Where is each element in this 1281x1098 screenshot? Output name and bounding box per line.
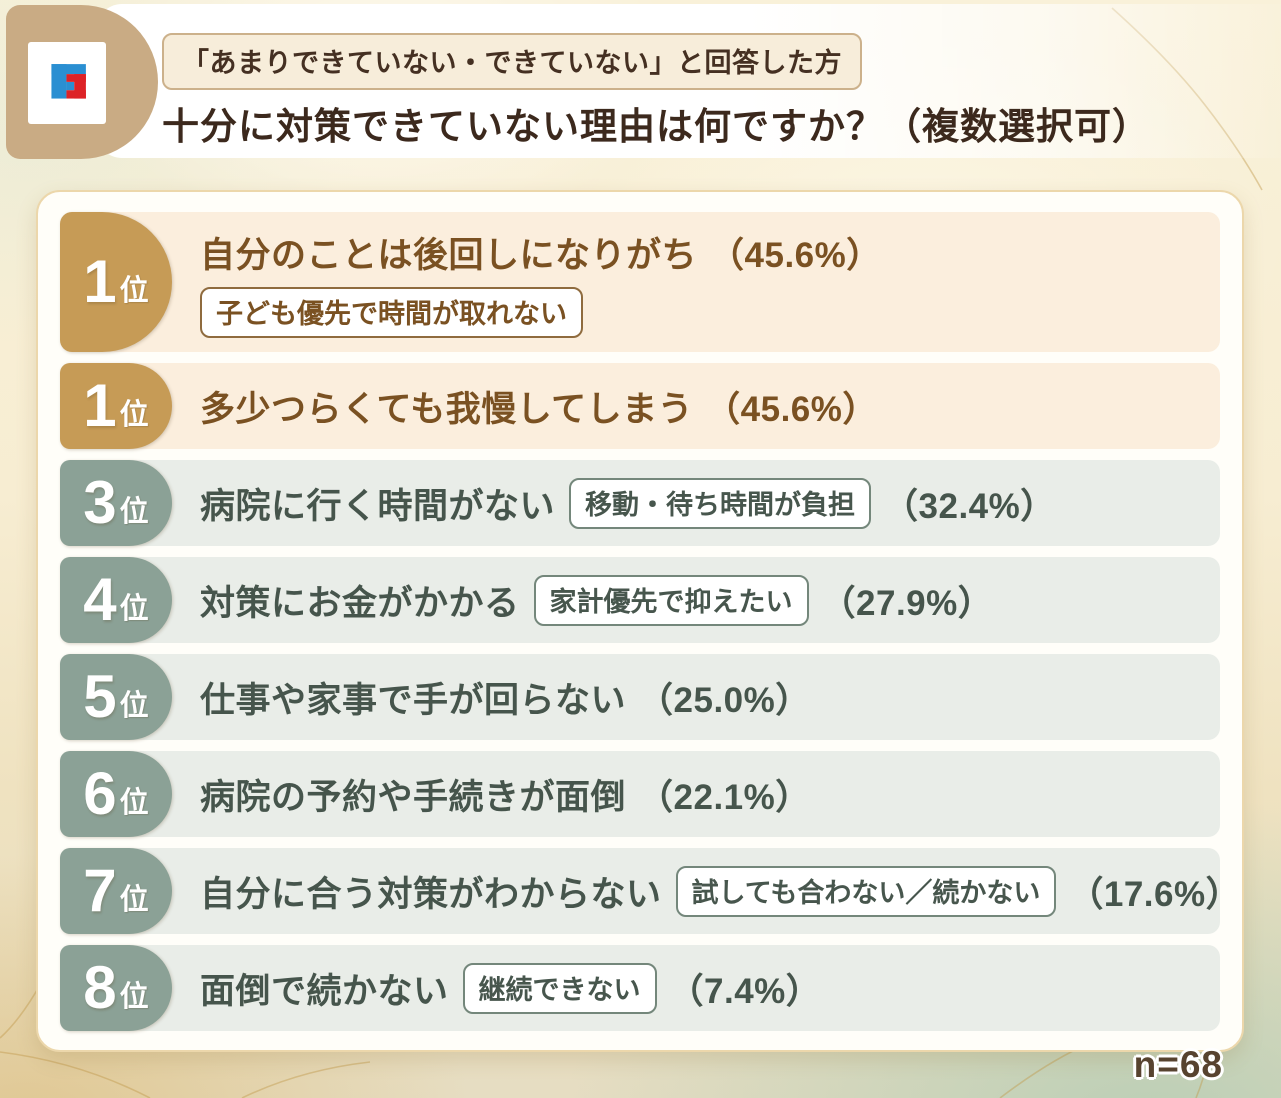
row-content: 多少つらくても我慢してしまう （45.6%） xyxy=(200,363,1220,449)
reason-tag: 継続できない xyxy=(462,962,657,1014)
rank-badge: 1 位 xyxy=(60,363,172,449)
reason-percentage: （45.6%） xyxy=(705,389,878,429)
rank-number: 1 xyxy=(83,372,117,439)
respondent-filter-badge: 「あまりできていない・できていない」と回答した方 xyxy=(162,33,862,90)
row-content: 仕事や家事で手が回らない （25.0%） xyxy=(200,654,1220,740)
rank-number: 8 xyxy=(83,954,117,1021)
row-content: 対策にお金がかかる 家計優先で抑えたい （27.9%） xyxy=(200,557,1220,643)
sample-size-label: n=68 xyxy=(1133,1044,1223,1085)
rank-number: 1 xyxy=(83,248,117,315)
reason-percentage: （7.4%） xyxy=(668,971,822,1011)
respondent-filter-text: 「あまりできていない・できていない」と回答した方 xyxy=(182,48,842,78)
brand-logo xyxy=(28,42,106,124)
reason-title: 自分のことは後回しになりがち xyxy=(200,235,698,275)
reason-percentage: （17.6%） xyxy=(1068,874,1242,914)
reason-percentage: （22.1%） xyxy=(638,777,811,817)
row-content: 自分のことは後回しになりがち （45.6%） 子ども優先で時間が取れない xyxy=(200,212,1220,352)
reason-tag: 試しても合わない／続かない xyxy=(675,865,1057,917)
ranking-row: 7 位 自分に合う対策がわからない 試しても合わない／続かない （17.6%） xyxy=(60,848,1241,934)
rank-suffix-label: 位 xyxy=(119,689,149,722)
row-main-line: 仕事や家事で手が回らない （25.0%） xyxy=(200,672,1202,723)
rank-badge: 5 位 xyxy=(60,654,172,740)
rank-suffix-label: 位 xyxy=(119,786,149,819)
rank-number: 5 xyxy=(83,663,117,730)
reason-percentage: （25.0%） xyxy=(638,680,811,720)
reason-title: 多少つらくても我慢してしまう xyxy=(200,389,694,429)
f-monogram-icon xyxy=(51,64,86,99)
rank-suffix-label: 位 xyxy=(119,980,149,1013)
ranking-row: 5 位 仕事や家事で手が回らない （25.0%） xyxy=(60,654,1220,740)
ranking-row: 3 位 病院に行く時間がない 移動・待ち時間が負担 （32.4%） xyxy=(60,460,1220,546)
rank-number: 6 xyxy=(83,760,117,827)
row-main-line: 病院の予約や手続きが面倒 （22.1%） xyxy=(200,769,1202,820)
reason-tag: 移動・待ち時間が負担 xyxy=(569,477,872,529)
row-content: 病院に行く時間がない 移動・待ち時間が負担 （32.4%） xyxy=(200,460,1220,546)
rank-suffix-label: 位 xyxy=(119,883,149,916)
rank-badge: 4 位 xyxy=(60,557,172,643)
row-main-line: 多少つらくても我慢してしまう （45.6%） xyxy=(200,381,1202,432)
row-content: 面倒で続かない 継続できない （7.4%） xyxy=(200,945,1220,1031)
rank-badge: 3 位 xyxy=(60,460,172,546)
rank-badge: 1 位 xyxy=(60,212,172,352)
row-sub-line: 子ども優先で時間が取れない xyxy=(200,286,1202,338)
ranking-row: 4 位 対策にお金がかかる 家計優先で抑えたい （27.9%） xyxy=(60,557,1220,643)
ranking-card: 1 位 自分のことは後回しになりがち （45.6%） 子ども優先で時間が取れない… xyxy=(36,190,1244,1052)
row-main-line: 自分に合う対策がわからない 試しても合わない／続かない （17.6%） xyxy=(200,865,1242,917)
row-main-line: 面倒で続かない 継続できない （7.4%） xyxy=(200,962,1202,1014)
row-content: 病院の予約や手続きが面倒 （22.1%） xyxy=(200,751,1220,837)
row-content: 自分に合う対策がわからない 試しても合わない／続かない （17.6%） xyxy=(200,848,1259,934)
reason-title: 病院の予約や手続きが面倒 xyxy=(200,777,627,817)
row-main-line: 対策にお金がかかる 家計優先で抑えたい （27.9%） xyxy=(200,574,1202,626)
rank-suffix-label: 位 xyxy=(119,274,149,307)
ranking-row: 1 位 自分のことは後回しになりがち （45.6%） 子ども優先で時間が取れない xyxy=(60,212,1220,352)
row-main-line: 自分のことは後回しになりがち （45.6%） xyxy=(200,227,1202,278)
rank-badge: 7 位 xyxy=(60,848,172,934)
reason-title: 自分に合う対策がわからない xyxy=(200,874,662,914)
rank-badge: 8 位 xyxy=(60,945,172,1031)
rank-suffix-label: 位 xyxy=(119,592,149,625)
rank-number: 3 xyxy=(83,469,117,536)
rank-suffix-label: 位 xyxy=(119,495,149,528)
ranking-row: 1 位 多少つらくても我慢してしまう （45.6%） xyxy=(60,363,1220,449)
rank-number: 7 xyxy=(83,857,117,924)
reason-tag: 家計優先で抑えたい xyxy=(533,574,809,626)
reason-title: 病院に行く時間がない xyxy=(200,486,556,526)
logo-block xyxy=(6,5,158,159)
reason-title: 仕事や家事で手が回らない xyxy=(200,680,627,720)
rank-badge: 6 位 xyxy=(60,751,172,837)
reason-percentage: （45.6%） xyxy=(709,235,882,275)
reason-percentage: （32.4%） xyxy=(883,486,1056,526)
ranking-row: 6 位 病院の予約や手続きが面倒 （22.1%） xyxy=(60,751,1220,837)
row-main-line: 病院に行く時間がない 移動・待ち時間が負担 （32.4%） xyxy=(200,477,1202,529)
rank-number: 4 xyxy=(83,566,117,633)
page-title: 十分に対策できていない理由は何ですか？（複数選択可） xyxy=(162,106,1150,147)
rank-suffix-label: 位 xyxy=(119,398,149,431)
ranking-row: 8 位 面倒で続かない 継続できない （7.4%） xyxy=(60,945,1220,1031)
reason-tag: 子ども優先で時間が取れない xyxy=(200,286,583,338)
reason-title: 対策にお金がかかる xyxy=(200,583,520,623)
reason-title: 面倒で続かない xyxy=(200,971,449,1011)
reason-percentage: （27.9%） xyxy=(820,583,994,623)
